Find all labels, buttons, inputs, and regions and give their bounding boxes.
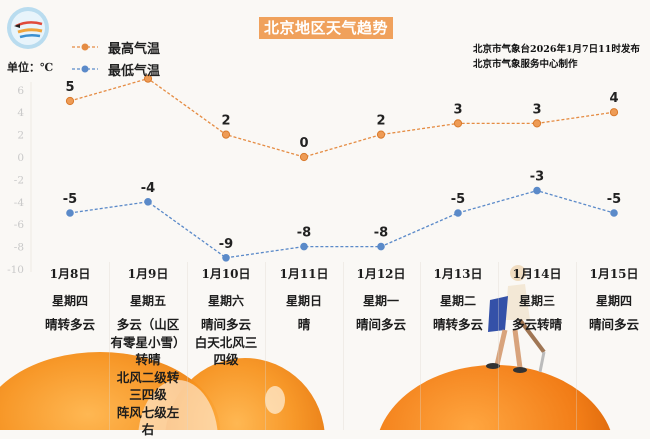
forecast-description: 多云转晴 bbox=[511, 317, 562, 332]
data-point bbox=[533, 186, 541, 195]
forecast-day-column: 1月12日星期一晴间多云 bbox=[342, 262, 420, 334]
forecast-description: 晴间多云 bbox=[355, 317, 406, 332]
column-separator bbox=[187, 262, 188, 430]
y-tick-label: -8 bbox=[14, 242, 24, 254]
forecast-date: 1月15日 bbox=[589, 267, 639, 281]
data-point bbox=[299, 152, 309, 162]
chart-series: 5 2 0 2 3 3 4 -5 -4 -9 -8 -8 -5 -3 -5 bbox=[63, 74, 621, 262]
legend-label-high: 最高气温 bbox=[108, 41, 161, 57]
data-value-label: 2 bbox=[376, 114, 385, 129]
forecast-description: 多云（山区 有零星小雪） 转晴 北风二级转 三四级 阵风七级左右 bbox=[110, 317, 186, 437]
source-info: 北京市气象台2026年1月7日11时发布 北京市气象服务中心制作 bbox=[473, 42, 640, 72]
data-point bbox=[609, 108, 619, 117]
data-value-label: -3 bbox=[530, 170, 544, 185]
forecast-day-column: 1月8日星期四晴转多云 bbox=[31, 262, 109, 334]
forecast-day-column: 1月13日星期二晴转多云 bbox=[419, 262, 497, 334]
column-separator bbox=[420, 262, 421, 430]
source-line-2: 北京市气象服务中心制作 bbox=[473, 59, 578, 70]
data-value-label: 5 bbox=[65, 80, 74, 95]
column-separator bbox=[109, 262, 110, 430]
forecast-description: 晴间多云 白天北风三 四级 bbox=[194, 317, 258, 367]
forecast-weekday: 星期六 bbox=[207, 294, 244, 308]
data-point bbox=[143, 74, 153, 83]
data-point bbox=[300, 242, 308, 251]
data-point bbox=[610, 209, 618, 217]
blue-line-marker-icon bbox=[72, 65, 98, 73]
y-tick-label: 2 bbox=[17, 130, 24, 142]
forecast-weekday: 星期二 bbox=[439, 294, 476, 308]
orange-line-marker-icon bbox=[72, 43, 98, 51]
data-point bbox=[376, 130, 386, 139]
forecast-day-column: 1月14日星期三多云转晴 bbox=[498, 262, 576, 334]
y-tick-label: -2 bbox=[14, 174, 24, 186]
data-point bbox=[65, 96, 75, 106]
data-value-label: -5 bbox=[451, 192, 465, 207]
y-tick-label: 0 bbox=[17, 152, 24, 164]
forecast-weekday: 星期一 bbox=[362, 294, 399, 308]
orange-background-image bbox=[0, 265, 611, 430]
column-separator bbox=[343, 262, 344, 430]
forecast-weekday: 星期日 bbox=[285, 294, 322, 308]
y-tick-label: 6 bbox=[17, 85, 24, 97]
legend-item-low: 最低气温 bbox=[72, 58, 160, 80]
meteorological-logo-icon bbox=[7, 7, 49, 49]
forecast-date: 1月13日 bbox=[433, 267, 483, 281]
column-separator bbox=[576, 262, 577, 430]
figure-decoration bbox=[486, 265, 546, 373]
forecast-day-column: 1月9日星期五多云（山区 有零星小雪） 转晴 北风二级转 三四级 阵风七级左右 bbox=[109, 262, 187, 439]
forecast-description: 晴 bbox=[297, 317, 311, 332]
y-axis-ticks: 6 4 2 0 -2 -4 -6 -8 -10 bbox=[7, 85, 24, 276]
data-value-label: -8 bbox=[297, 226, 311, 241]
forecast-date: 1月10日 bbox=[201, 267, 251, 281]
column-separator bbox=[265, 262, 266, 430]
forecast-date: 1月11日 bbox=[279, 267, 329, 281]
forecast-date: 1月8日 bbox=[49, 267, 91, 281]
data-value-label: 3 bbox=[532, 102, 541, 117]
data-point bbox=[532, 119, 542, 128]
forecast-description: 晴间多云 bbox=[588, 317, 639, 332]
unit-label: 单位：℃ bbox=[7, 61, 54, 74]
forecast-weekday: 星期五 bbox=[129, 294, 166, 308]
data-value-label: -9 bbox=[219, 237, 233, 252]
data-point bbox=[144, 198, 152, 206]
legend-label-low: 最低气温 bbox=[108, 63, 161, 79]
data-value-label: 2 bbox=[221, 114, 230, 129]
chart-legend: 最高气温 最低气温 bbox=[72, 36, 160, 80]
data-value-label: -4 bbox=[141, 181, 155, 196]
data-point bbox=[66, 209, 74, 217]
forecast-weekday: 星期四 bbox=[51, 294, 88, 308]
high-temp-line bbox=[69, 77, 615, 158]
forecast-date: 1月12日 bbox=[356, 267, 406, 281]
data-point bbox=[453, 119, 463, 128]
source-line-1: 北京市气象台2026年1月7日11时发布 bbox=[473, 44, 640, 55]
forecast-date: 1月14日 bbox=[512, 267, 562, 281]
legend-item-high: 最高气温 bbox=[72, 36, 160, 58]
column-separator bbox=[498, 262, 499, 430]
low-temp-line bbox=[69, 189, 615, 259]
forecast-description: 晴转多云 bbox=[432, 317, 483, 332]
data-value-label: 4 bbox=[609, 91, 618, 106]
forecast-description: 晴转多云 bbox=[44, 317, 95, 332]
data-value-label: -8 bbox=[374, 226, 388, 241]
data-point bbox=[454, 209, 462, 217]
forecast-day-column: 1月10日星期六晴间多云 白天北风三 四级 bbox=[187, 262, 265, 369]
data-value-label: -5 bbox=[63, 192, 77, 207]
data-point bbox=[377, 242, 385, 251]
forecast-weekday: 星期四 bbox=[595, 294, 632, 308]
data-point bbox=[221, 130, 231, 139]
y-tick-label: -4 bbox=[14, 197, 25, 209]
forecast-day-column: 1月15日星期四晴间多云 bbox=[575, 262, 650, 334]
forecast-day-column: 1月11日星期日晴 bbox=[265, 262, 343, 334]
data-value-label: 3 bbox=[453, 102, 462, 117]
data-value-label: -5 bbox=[607, 192, 621, 207]
data-value-label: 0 bbox=[299, 136, 308, 151]
data-point bbox=[222, 253, 230, 262]
page-title: 北京地区天气趋势 bbox=[259, 17, 394, 39]
temperature-line-chart: 6 4 2 0 -2 -4 -6 -8 -10 5 2 0 2 3 3 4 -5 -4 -9 -8 -8 -5 -3 -5 bbox=[7, 74, 621, 276]
forecast-date: 1月9日 bbox=[127, 267, 169, 281]
forecast-weekday: 星期三 bbox=[518, 294, 555, 308]
y-tick-label: -6 bbox=[14, 219, 25, 231]
y-tick-label: -10 bbox=[7, 264, 24, 276]
y-tick-label: 4 bbox=[17, 107, 24, 119]
